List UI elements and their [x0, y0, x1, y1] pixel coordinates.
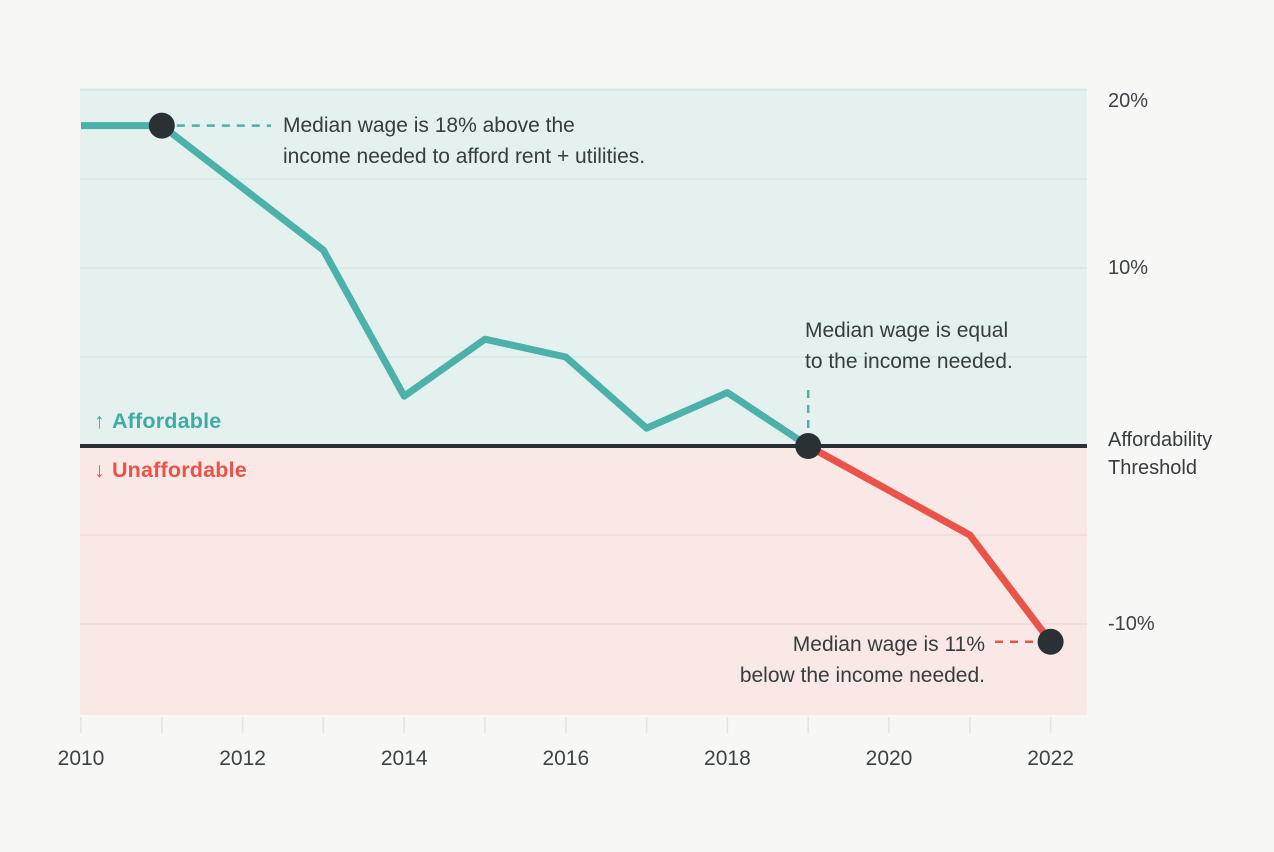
annotation-2011-above-threshold: Median wage is 18% above the income need…: [283, 114, 646, 168]
threshold-axis-label: Affordability Threshold: [1108, 429, 1213, 479]
x-axis-label: 2012: [219, 747, 266, 770]
wage-line-unaffordable: [806, 442, 1054, 644]
x-axis-label: 2022: [1027, 747, 1074, 770]
x-axis-label: 2020: [865, 747, 913, 770]
annotation-2019-equal-threshold: Median wage is equal to the income neede…: [805, 319, 1013, 373]
unaffordable-region-label: ↓ Unaffordable: [94, 458, 247, 483]
wage-line-affordable: [81, 122, 811, 449]
up-arrow-icon: ↑: [94, 409, 105, 433]
affordable-region-background: [80, 88, 1087, 446]
x-axis-label: 2014: [380, 747, 428, 770]
x-axis-label: 2018: [704, 747, 751, 770]
affordable-region-label-text: Affordable: [111, 409, 222, 433]
x-axis-label: 2010: [57, 747, 105, 770]
data-point-marker: [148, 112, 175, 139]
y-axis-label: -10%: [1108, 613, 1155, 635]
y-axis-label: 10%: [1108, 257, 1149, 279]
data-point-marker: [1037, 628, 1064, 655]
x-axis-label: 2016: [542, 747, 590, 770]
data-point-marker: [795, 433, 822, 459]
affordable-region-label: ↑ Affordable: [94, 409, 221, 434]
down-arrow-icon: ↓: [94, 458, 105, 482]
y-axis-label: 20%: [1108, 90, 1149, 112]
unaffordable-region-background: [80, 446, 1087, 715]
annotation-2022-below-threshold: Median wage is 11% below the income need…: [739, 633, 985, 687]
unaffordable-region-label-text: Unaffordable: [111, 458, 247, 482]
